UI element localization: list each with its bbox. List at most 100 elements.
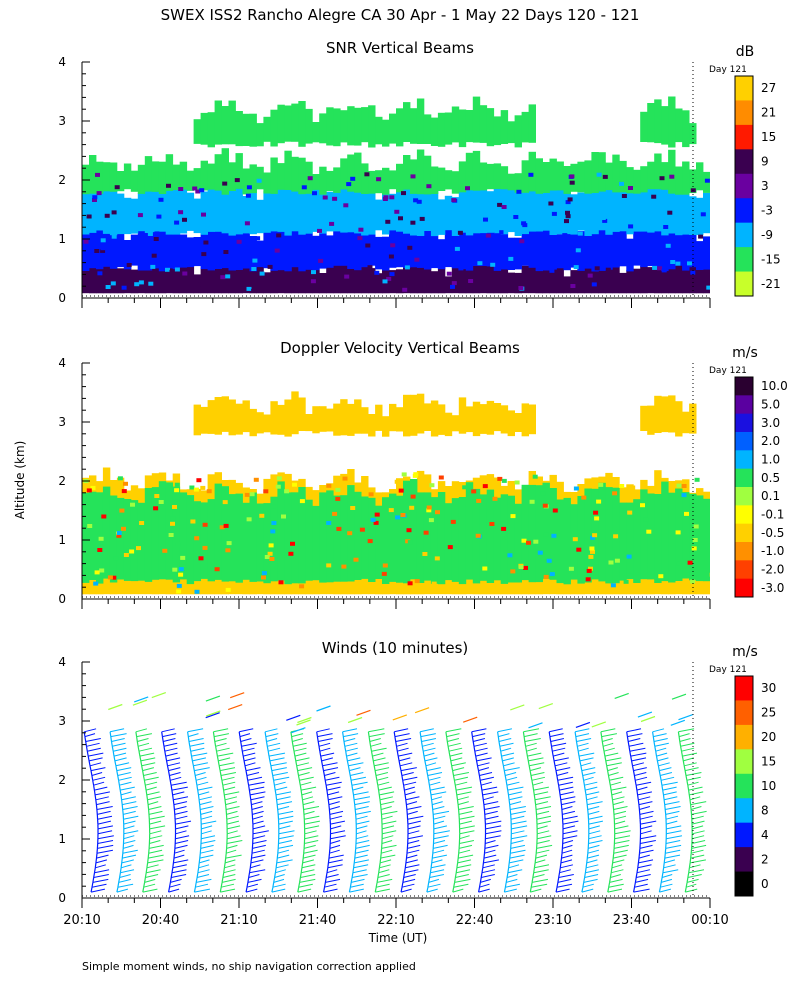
wind-profile-segment — [403, 785, 405, 791]
wind-barb — [147, 859, 164, 864]
wind-profile-segment — [684, 887, 687, 893]
data-cell — [444, 503, 453, 581]
wind-barb — [582, 883, 594, 888]
wind-profile-segment — [428, 785, 431, 791]
wind-barb — [221, 883, 235, 888]
data-cell — [416, 492, 425, 583]
wind-profile-segment — [327, 794, 329, 800]
wind-barb — [553, 757, 569, 762]
data-cell — [207, 181, 215, 232]
wind-profile-segment — [400, 770, 403, 776]
wind-barb — [354, 796, 370, 801]
colorbar-label: -15 — [761, 252, 781, 266]
wind-barb — [194, 888, 210, 893]
data-speckle — [605, 267, 611, 272]
data-speckle — [256, 178, 262, 183]
data-cell — [82, 262, 90, 294]
wind-barb — [174, 844, 188, 849]
wind-barb — [524, 738, 541, 742]
data-speckle — [121, 285, 127, 290]
wind-profile-segment — [374, 887, 377, 893]
data-cell — [661, 218, 669, 272]
data-speckle — [288, 551, 294, 556]
wind-profile-segment — [215, 751, 218, 757]
data-cell — [437, 404, 446, 435]
wind-profile-segment — [247, 877, 250, 883]
wind-profile-segment — [239, 736, 242, 742]
wind-barb — [555, 767, 571, 772]
wind-barb — [192, 757, 207, 762]
y-tick-label: 1 — [58, 232, 66, 246]
wind-profile-segment — [117, 882, 120, 888]
data-cell — [284, 399, 292, 437]
wind-barb — [635, 776, 648, 781]
data-cell — [228, 227, 236, 271]
data-cell — [214, 263, 222, 294]
wind-profile-segment — [401, 882, 404, 888]
data-speckle — [394, 479, 400, 484]
wind-barb — [214, 738, 227, 742]
wind-profile-segment — [684, 770, 687, 776]
wind-barb — [223, 869, 236, 874]
data-cell — [584, 160, 592, 194]
wind-profile-segment — [476, 765, 480, 771]
wind-barb — [200, 815, 213, 820]
wind-barb — [506, 878, 518, 883]
colorbar-swatch — [735, 377, 753, 396]
wind-profile-segment — [271, 770, 274, 776]
wind-barb — [608, 883, 624, 888]
wind-barb — [330, 840, 341, 844]
y-tick-label: 3 — [58, 415, 66, 429]
wind-barb — [614, 692, 629, 699]
wind-profile-segment — [508, 799, 511, 805]
data-speckle — [533, 539, 539, 544]
wind-profile-segment — [118, 785, 121, 791]
data-speckle — [158, 197, 164, 202]
wind-barb — [690, 801, 707, 806]
wind-barb — [692, 830, 705, 835]
data-speckle — [494, 229, 500, 234]
wind-barb — [394, 733, 410, 738]
wind-barb — [116, 767, 132, 772]
wind-profile-segment — [92, 780, 95, 786]
data-cell — [82, 192, 90, 235]
wind-profile-segment — [274, 790, 277, 795]
data-cell — [612, 265, 620, 294]
data-cell — [375, 199, 383, 231]
wind-profile-segment — [426, 887, 429, 893]
wind-barb — [401, 883, 415, 888]
wind-profile-segment — [653, 741, 656, 747]
wind-barb — [558, 874, 574, 878]
data-speckle — [110, 281, 116, 286]
wind-profile-segment — [637, 794, 639, 800]
data-cell — [647, 267, 655, 294]
data-speckle — [482, 566, 488, 571]
data-cell — [116, 193, 125, 235]
doppler-colorbar: m/s10.05.03.02.01.00.50.1-0.1-0.5-1.0-2.… — [732, 345, 788, 598]
wind-profile-segment — [556, 775, 559, 781]
data-speckle — [691, 502, 697, 507]
wind-profile-segment — [450, 760, 453, 766]
data-speckle — [114, 185, 120, 190]
wind-barb — [320, 752, 335, 757]
data-cell — [123, 499, 132, 581]
wind-barb — [433, 830, 450, 835]
data-cell — [500, 185, 509, 235]
wind-profile-segment — [121, 858, 123, 863]
wind-profile-segment — [172, 862, 174, 868]
data-speckle — [388, 508, 394, 513]
wind-barb — [691, 844, 707, 849]
wind-barb — [691, 820, 705, 825]
wind-profile-segment — [95, 853, 98, 859]
wind-profile-segment — [501, 760, 504, 766]
wind-barb — [369, 733, 385, 738]
wind-barb — [303, 854, 316, 859]
data-speckle — [586, 247, 592, 252]
wind-barb — [198, 796, 213, 801]
data-speckle — [182, 217, 187, 222]
wind-profile-segment — [601, 736, 603, 742]
wind-barb — [300, 874, 316, 878]
data-cell — [130, 198, 139, 234]
wind-barb — [121, 859, 134, 864]
wind-profile-segment — [342, 736, 345, 742]
